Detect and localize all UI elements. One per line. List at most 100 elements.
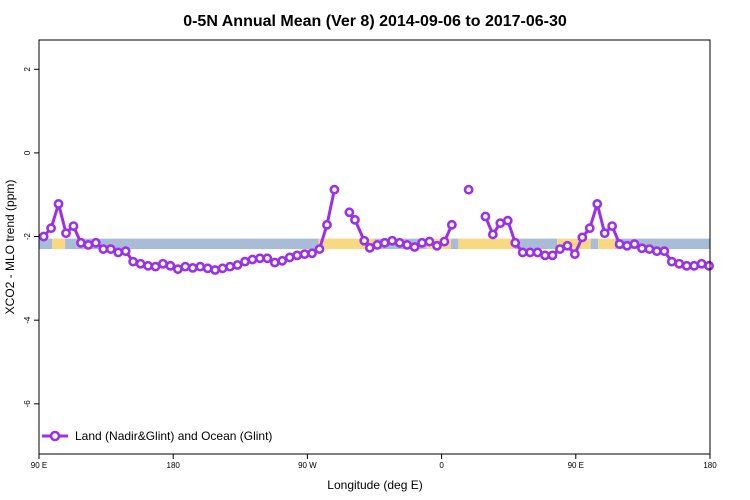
x-tick-label: 0 <box>439 461 444 470</box>
data-point <box>696 258 707 269</box>
data-point <box>562 240 573 251</box>
data-point <box>644 244 655 254</box>
data-point <box>307 248 317 259</box>
data-point <box>187 263 198 273</box>
x-axis: 90 E 180 90 W 0 90 E 180 <box>31 454 717 470</box>
band-segment-ocean-2 <box>65 238 77 250</box>
data-point <box>120 246 131 257</box>
data-point <box>105 244 116 254</box>
data-point <box>502 215 513 226</box>
data-point <box>540 250 550 261</box>
y-tick-label: 2 <box>23 66 32 71</box>
band-segment-land-8 <box>458 238 515 250</box>
data-point <box>143 260 153 271</box>
band-segment-ocean-3 <box>76 238 319 250</box>
plot-frame <box>38 39 711 455</box>
data-point <box>364 242 375 253</box>
series-layer <box>38 184 714 275</box>
legend: Land (Nadir&Glint) and Ocean (Glint) <box>42 429 272 443</box>
data-point <box>210 265 221 275</box>
data-point <box>61 228 71 239</box>
y-tick-label: -6 <box>23 400 32 408</box>
band-segment-land-1 <box>52 238 66 250</box>
data-point <box>195 261 206 272</box>
data-point <box>38 231 49 242</box>
data-point <box>547 250 558 261</box>
data-point <box>277 255 288 266</box>
x-axis-label: Longitude (deg E) <box>327 478 422 492</box>
data-point <box>262 253 273 264</box>
data-point <box>46 223 57 234</box>
data-point <box>614 239 625 249</box>
data-point <box>350 214 360 225</box>
data-point <box>424 236 435 247</box>
data-point <box>510 237 521 248</box>
data-point <box>532 247 543 258</box>
data-point <box>681 260 692 271</box>
data-point <box>402 240 413 250</box>
data-point <box>68 221 79 231</box>
x-tick-label: 90 E <box>568 461 584 470</box>
band-segment-ocean-7 <box>450 238 459 250</box>
data-point <box>487 229 498 240</box>
data-point <box>394 237 405 248</box>
y-axis: 2 0 -2 -4 -6 <box>23 66 39 407</box>
data-point <box>53 199 64 209</box>
data-point <box>202 263 213 274</box>
data-point <box>247 254 258 265</box>
data-point <box>113 247 124 258</box>
data-point <box>90 237 101 248</box>
data-point <box>409 242 420 252</box>
data-point <box>329 184 340 195</box>
data-point <box>254 253 265 264</box>
data-point <box>480 211 491 222</box>
y-tick-label: -2 <box>23 232 32 240</box>
data-point <box>622 240 632 251</box>
data-point <box>76 237 86 248</box>
data-point <box>555 244 565 254</box>
data-point <box>299 249 310 260</box>
data-point <box>150 261 161 272</box>
band-segment-ocean-11 <box>590 238 599 250</box>
data-point <box>577 232 588 243</box>
series-line-segment-3 <box>484 202 710 268</box>
y-tick-label: -4 <box>23 316 32 324</box>
data-point <box>292 250 303 261</box>
chart-title: 0-5N Annual Mean (Ver 8) 2014-09-06 to 2… <box>183 13 567 30</box>
data-point <box>269 257 280 268</box>
data-point <box>225 261 235 272</box>
x-tick-label: 180 <box>167 461 181 470</box>
x-tick-label: 90 W <box>298 461 317 470</box>
data-point <box>172 264 183 275</box>
data-point <box>284 252 295 263</box>
data-point <box>584 223 595 234</box>
data-point <box>651 246 662 257</box>
legend-entry-label: Land (Nadir&Glint) and Ocean (Glint) <box>75 429 272 443</box>
band-segment-land-4 <box>318 238 375 250</box>
band-segment-ocean-9 <box>514 238 558 250</box>
data-point <box>232 260 243 270</box>
data-point <box>158 258 168 269</box>
data-point <box>135 258 146 269</box>
data-point <box>359 235 370 246</box>
data-point <box>83 240 94 250</box>
data-point <box>629 239 640 249</box>
band-segment-land-10 <box>557 238 591 250</box>
band-segment-ocean-0 <box>39 238 53 250</box>
data-point <box>180 261 191 272</box>
data-point <box>165 260 176 271</box>
data-point <box>525 247 536 258</box>
data-point <box>432 240 442 251</box>
data-point <box>314 244 325 254</box>
data-point <box>439 236 450 247</box>
data-point <box>704 260 714 271</box>
data-point <box>446 219 457 230</box>
data-point <box>592 199 603 209</box>
data-point <box>217 263 228 274</box>
y-axis-label: XCO2 - MLO trend (ppm) <box>3 180 17 315</box>
band-segment-ocean-13 <box>614 238 710 250</box>
data-point <box>517 247 528 258</box>
data-point <box>607 221 618 231</box>
data-point <box>128 256 139 267</box>
